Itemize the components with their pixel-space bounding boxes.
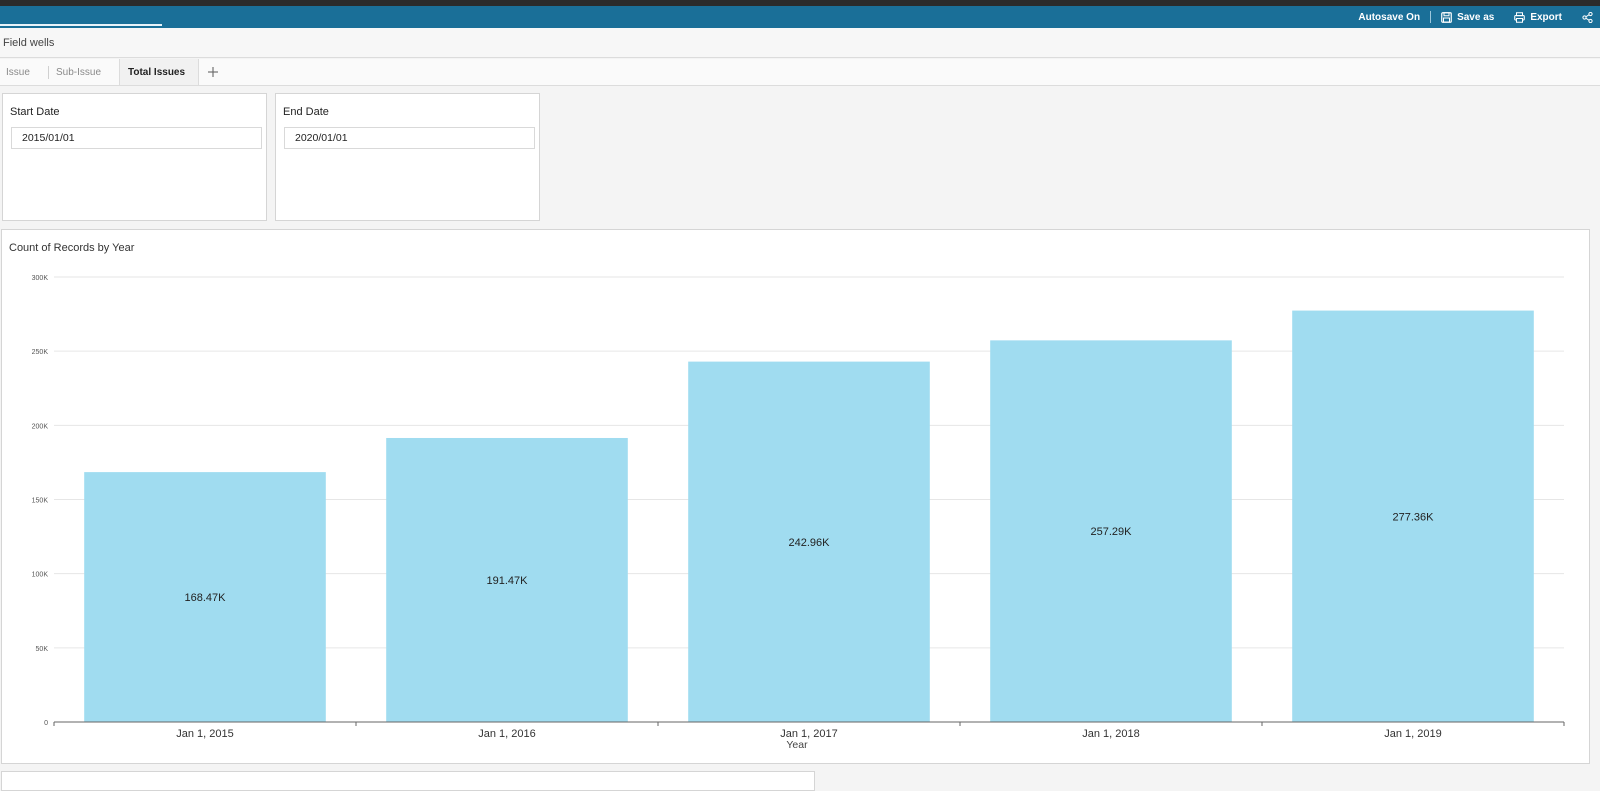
tab-sub-issue[interactable]: Sub-Issue xyxy=(48,59,102,85)
tab-issue[interactable]: Issue xyxy=(6,59,30,85)
tab-total-issues[interactable]: Total Issues xyxy=(119,59,199,103)
y-tick-label: 0 xyxy=(44,720,48,727)
sheet-tabs: Issue Sub-Issue Total Issues xyxy=(0,59,1600,103)
tab-divider xyxy=(48,66,49,79)
x-tick-label: Jan 1, 2018 xyxy=(1082,728,1140,740)
y-tick-label: 50K xyxy=(36,646,49,653)
x-axis-title: Year xyxy=(786,739,808,751)
save-as-button[interactable]: Save as xyxy=(1431,6,1504,28)
data-label: 168.47K xyxy=(185,592,227,604)
y-tick-label: 300K xyxy=(32,275,49,282)
x-tick-label: Jan 1, 2016 xyxy=(478,728,536,740)
toolbar-actions: Autosave On Save as Export xyxy=(1348,6,1600,28)
next-visual-card xyxy=(1,771,815,791)
add-sheet-icon[interactable] xyxy=(206,65,220,79)
window-top-strip xyxy=(0,0,1600,6)
printer-icon xyxy=(1514,11,1526,23)
field-wells-label: Field wells xyxy=(3,37,55,49)
field-wells-bar[interactable]: Field wells xyxy=(0,28,1600,58)
end-date-control: End Date xyxy=(275,93,540,221)
start-date-label: Start Date xyxy=(10,106,60,118)
end-date-input[interactable] xyxy=(284,127,535,149)
bar-chart-visual[interactable]: Count of Records by Year 0 50K 100K 150K 200… xyxy=(1,229,1590,764)
chart-title: Count of Records by Year xyxy=(9,242,135,254)
top-toolbar: Autosave On Save as Export xyxy=(0,6,1600,28)
x-tick-label: Jan 1, 2015 xyxy=(176,728,234,740)
bar[interactable] xyxy=(386,437,628,722)
tab-sub-issue-label: Sub-Issue xyxy=(56,67,102,78)
data-label: 257.29K xyxy=(1091,526,1133,538)
bars: 168.47K 191.47K 242.96K 257.29K 277.36K xyxy=(84,310,1534,722)
bar[interactable] xyxy=(688,361,930,722)
y-tick-label: 150K xyxy=(32,498,49,505)
autosave-label: Autosave On xyxy=(1358,11,1421,23)
save-as-label: Save as xyxy=(1457,11,1495,23)
data-label: 242.96K xyxy=(789,537,831,549)
share-button[interactable] xyxy=(1572,6,1600,28)
y-axis-ticks: 0 50K 100K 150K 200K 250K 300K xyxy=(32,275,49,727)
tab-total-issues-label: Total Issues xyxy=(128,67,186,78)
tab-issue-label: Issue xyxy=(6,67,30,78)
y-tick-label: 250K xyxy=(32,349,49,356)
start-date-input[interactable] xyxy=(11,127,262,149)
bar[interactable] xyxy=(990,340,1232,722)
save-icon xyxy=(1441,11,1452,23)
end-date-label: End Date xyxy=(283,106,329,118)
toolbar-divider xyxy=(1430,11,1432,23)
share-icon xyxy=(1582,11,1593,23)
start-date-control: Start Date xyxy=(2,93,267,221)
autosave-toggle[interactable]: Autosave On xyxy=(1348,6,1430,28)
bar[interactable] xyxy=(84,472,326,722)
y-tick-label: 200K xyxy=(32,423,49,430)
data-label: 191.47K xyxy=(487,575,529,587)
x-tick-label: Jan 1, 2017 xyxy=(780,728,838,740)
x-tick-label: Jan 1, 2019 xyxy=(1384,728,1442,740)
bar-chart: 0 50K 100K 150K 200K 250K 300K 168.47K 191.47K 2… xyxy=(32,275,1565,751)
data-label: 277.36K xyxy=(1393,511,1435,523)
x-axis: Jan 1, 2015 Jan 1, 2016 Jan 1, 2017 Jan 1, … xyxy=(53,721,1565,740)
active-section-underline xyxy=(0,24,162,26)
y-tick-label: 100K xyxy=(32,572,49,579)
export-label: Export xyxy=(1530,11,1562,23)
export-button[interactable]: Export xyxy=(1504,6,1572,28)
bar[interactable] xyxy=(1292,310,1534,722)
